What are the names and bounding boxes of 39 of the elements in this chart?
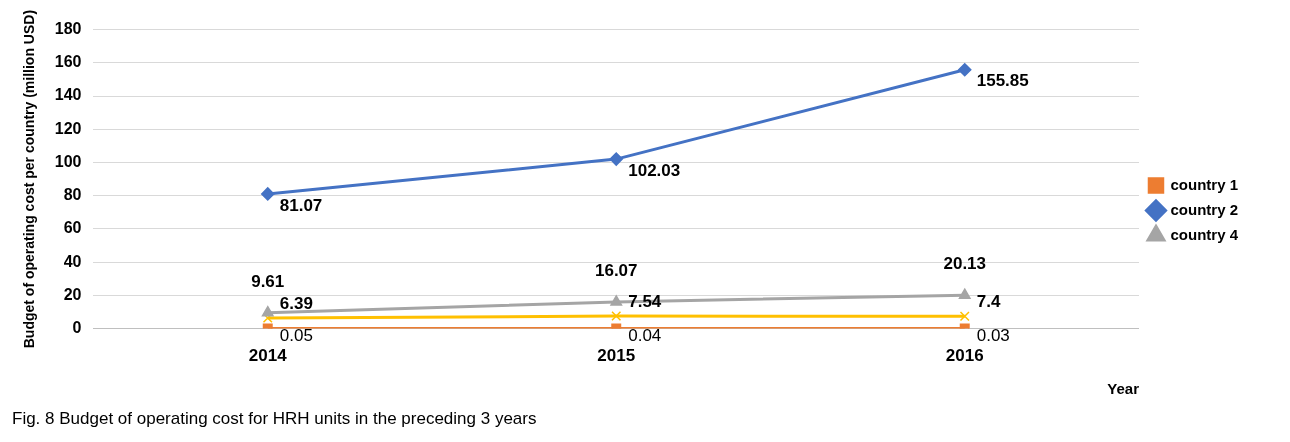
- y-tick-label: 20: [63, 285, 82, 303]
- data-label: 16.07: [594, 261, 638, 281]
- point: [959, 311, 970, 322]
- legend-label: country 2: [1170, 200, 1238, 218]
- x-axis-title: Year: [1107, 380, 1140, 398]
- y-tick-label: 40: [63, 252, 82, 270]
- caption: Fig. 8 Budget of operating cost for HRH units in the preceding 3 years: [11, 408, 538, 430]
- data-label: 20.13: [943, 254, 987, 274]
- y-tick-label: 60: [63, 219, 82, 237]
- y-tick-label: 100: [54, 152, 82, 170]
- data-label: 155.85: [976, 71, 1029, 91]
- point: [957, 62, 972, 77]
- y-tick-label: 180: [54, 20, 82, 38]
- point: [260, 187, 275, 201]
- x-tick-label: 2014: [248, 346, 288, 366]
- data-label: 9.61: [251, 271, 285, 291]
- x-tick-label: 2015: [597, 346, 636, 366]
- x-tick-label: 2016: [945, 346, 984, 366]
- y-tick-label: 0: [72, 319, 82, 337]
- y-tick-label: 140: [54, 86, 82, 104]
- point: [261, 305, 274, 317]
- data-label: 0.04: [628, 326, 662, 346]
- point: [610, 295, 623, 306]
- y-tick-label: 80: [63, 186, 82, 204]
- data-label: 7.54: [628, 291, 662, 311]
- data-label: 81.07: [279, 195, 323, 215]
- y-tick-label: 160: [54, 53, 82, 71]
- data-label: 6.39: [279, 293, 313, 313]
- legend-label: country 4: [1170, 225, 1239, 243]
- point: [958, 288, 971, 299]
- data-label: 0.03: [976, 326, 1010, 346]
- point: [611, 311, 622, 322]
- y-tick-label: 120: [54, 119, 82, 137]
- point: [609, 152, 623, 166]
- y-axis-title: Budget of operating cost per country (million USD): [21, 9, 38, 349]
- legend-label: country 1: [1170, 175, 1238, 193]
- data-label: 102.03: [628, 160, 681, 180]
- data-label: 0.05: [279, 326, 313, 346]
- data-label: 7.4: [976, 292, 1001, 311]
